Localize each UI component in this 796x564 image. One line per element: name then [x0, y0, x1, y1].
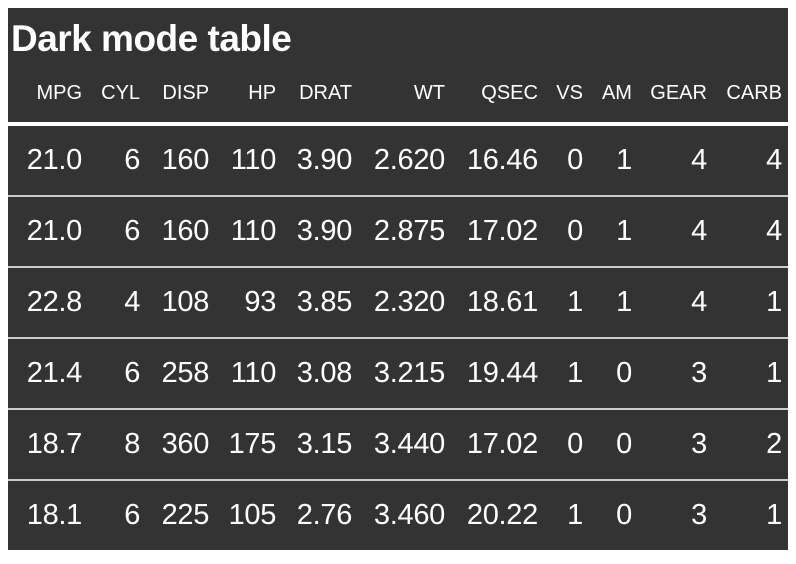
column-header-disp: DISP	[146, 65, 216, 126]
table-cell: 258	[146, 336, 216, 409]
table-cell: 3.460	[358, 478, 451, 550]
table-cell: 22.8	[8, 265, 89, 338]
column-header-cyl: CYL	[88, 65, 147, 126]
table-cell: 0	[588, 478, 638, 550]
table-cell: 18.1	[8, 478, 89, 550]
table-cell: 4	[88, 265, 147, 338]
column-header-drat: DRAT	[282, 65, 359, 126]
table-cell: 4	[766, 143, 782, 176]
table-header-row: MPG CYL DISP HP DRAT WT QSEC VS AM GEAR CARB	[8, 65, 788, 126]
table-cell: 6	[124, 143, 141, 176]
table-cell: 3	[637, 336, 713, 409]
table-cell: 6	[88, 194, 147, 267]
table-cell: 3.215	[358, 336, 451, 409]
table-cell: 160	[161, 143, 210, 176]
column-header-hp: HP	[215, 65, 283, 126]
table-cell: 18.7	[8, 407, 89, 480]
table-cell: 4	[637, 265, 713, 338]
column-header-mpg: MPG	[8, 65, 89, 126]
table-cell: 18.61	[451, 265, 544, 338]
table-cell: 105	[215, 478, 283, 550]
table-cell: 3.08	[282, 336, 359, 409]
table-cell: 4	[637, 194, 713, 267]
column-header-gear: GEAR	[637, 65, 713, 126]
table-cell: 1	[543, 478, 589, 550]
table-cell: 19.44	[451, 336, 544, 409]
table-cell: 108	[146, 265, 216, 338]
table-cell: 1	[543, 336, 589, 409]
table-row: 22.8 4 108 93 3.85 2.320 18.61 1 1 4 1	[8, 265, 788, 338]
table-cell: 16.46	[466, 143, 538, 176]
table-cell: 1	[588, 194, 638, 267]
table-cell: 2	[712, 407, 788, 480]
column-header-carb: CARB	[712, 65, 788, 126]
table-cell: 1	[543, 265, 589, 338]
column-header-vs: VS	[543, 65, 589, 126]
table-cell: 110	[215, 336, 283, 409]
table-cell: 3.15	[282, 407, 359, 480]
table-cell: 1	[616, 143, 632, 176]
table-cell: 20.22	[451, 478, 544, 550]
table-cell: 1	[712, 478, 788, 550]
table-cell: 0	[543, 407, 589, 480]
table-title: Dark mode table	[11, 18, 292, 59]
table-cell: 8	[88, 407, 147, 480]
table-cell: 2.76	[282, 478, 359, 550]
table-cell: 21.0	[26, 143, 83, 176]
table-cell: 175	[215, 407, 283, 480]
table-cell: 1	[588, 265, 638, 338]
table-cell: 4	[691, 143, 707, 176]
table-row: 21.4 6 258 110 3.08 3.215 19.44 1 0 3 1	[8, 336, 788, 409]
table-cell: 110	[230, 143, 277, 176]
dark-mode-table-card: Dark mode table MPG CYL DISP HP DRAT WT QSEC VS…	[8, 8, 788, 550]
table-cell: 4	[712, 194, 788, 267]
table-cell: 0	[543, 194, 589, 267]
table-cell: 93	[215, 265, 283, 338]
table-cell: 2.620	[373, 143, 445, 176]
table-cell: 3.85	[282, 265, 359, 338]
table-row: 21.0 6 160 110 3.90 2.875 17.02 0 1 4 4	[8, 194, 788, 267]
table-row: 18.7 8 360 175 3.15 3.440 17.02 0 0 3 2	[8, 407, 788, 480]
table-row: 18.1 6 225 105 2.76 3.460 20.22 1 0 3 1	[8, 478, 788, 550]
table-cell: 3.440	[358, 407, 451, 480]
table-cell: 17.02	[451, 194, 544, 267]
table-cell: 160	[146, 194, 216, 267]
table-cell: 6	[88, 478, 147, 550]
table-cell: 0	[588, 336, 638, 409]
table-cell: 6	[88, 336, 147, 409]
table-cell: 110	[215, 194, 283, 267]
table-cell: 360	[146, 407, 216, 480]
column-header-qsec: QSEC	[451, 65, 544, 126]
column-header-wt: WT	[358, 65, 451, 126]
table-cell: 17.02	[451, 407, 544, 480]
table-cell: 0	[567, 143, 583, 176]
data-table: MPG CYL DISP HP DRAT WT QSEC VS AM GEAR CARB 21.0 6…	[8, 65, 788, 550]
table-cell: 1	[712, 336, 788, 409]
table-cell: 21.0	[8, 194, 89, 267]
table-cell: 3.90	[282, 194, 359, 267]
column-header-am: AM	[588, 65, 638, 126]
table-cell: 1	[712, 265, 788, 338]
table-cell: 2.875	[358, 194, 451, 267]
table-cell: 2.320	[358, 265, 451, 338]
table-cell: 225	[146, 478, 216, 550]
table-cell: 0	[588, 407, 638, 480]
table-cell: 3	[637, 407, 713, 480]
table-cell: 3.90	[296, 143, 353, 176]
table-cell: 3	[637, 478, 713, 550]
table-row: 21.0 6 160 110 3.90 2.620 16.46 0 1 4 4	[8, 124, 788, 196]
table-cell: 21.4	[8, 336, 89, 409]
